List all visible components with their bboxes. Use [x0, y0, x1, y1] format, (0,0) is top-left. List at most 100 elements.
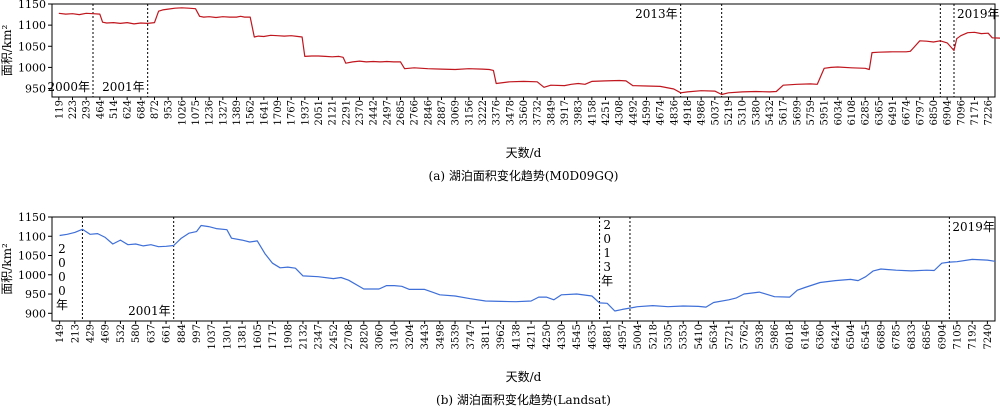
x-tick-label: 1767 — [287, 100, 298, 125]
x-tick-label: 4158 — [587, 100, 598, 125]
x-tick-label: 514 — [109, 100, 120, 119]
x-tick-label: 2497 — [382, 100, 393, 125]
x-tick-label: 469 — [101, 324, 112, 343]
x-tick-label: 1327 — [218, 100, 229, 125]
y-tick-label: 1150 — [18, 0, 46, 11]
x-axis-title: 天数/d — [506, 369, 542, 384]
x-tick-label: 1562 — [246, 100, 257, 125]
x-tick-label: 6785 — [892, 324, 903, 349]
year-label: 2001年 — [128, 304, 171, 318]
x-tick-label: 872 — [150, 100, 161, 119]
x-tick-label: 7171 — [970, 100, 981, 125]
x-tick-label: 3498 — [435, 324, 446, 349]
x-tick-label: 3732 — [533, 100, 544, 125]
x-tick-label: 3140 — [390, 324, 401, 349]
x-tick-label: 2347 — [314, 324, 325, 349]
x-tick-label: 2766 — [410, 100, 421, 125]
y-tick-label: 950 — [25, 288, 46, 301]
x-tick-label: 1641 — [259, 100, 270, 125]
x-tick-label: 5353 — [679, 324, 690, 349]
x-tick-label: 1389 — [232, 100, 243, 125]
x-tick-label: 3539 — [451, 324, 462, 349]
vertical-year-char: 0 — [58, 270, 66, 284]
x-tick-label: 1236 — [205, 100, 216, 125]
x-tick-label: 6491 — [888, 100, 899, 125]
x-tick-label: 7105 — [952, 324, 963, 349]
x-tick-label: 6545 — [861, 324, 872, 349]
x-tick-label: 213 — [70, 324, 81, 343]
x-tick-label: 684 — [136, 100, 147, 119]
x-tick-label: 4492 — [628, 100, 639, 125]
x-tick-label: 6018 — [785, 324, 796, 349]
x-tick-label: 7096 — [956, 100, 967, 125]
x-tick-label: 5938 — [755, 324, 766, 349]
x-tick-label: 5617 — [779, 100, 790, 125]
chart-caption: (a) 湖泊面积变化趋势(M0D09GQ) — [429, 168, 619, 183]
x-tick-label: 4881 — [603, 324, 614, 349]
x-tick-label: 661 — [162, 324, 173, 343]
x-tick-label: 6856 — [922, 324, 933, 349]
x-tick-label: 5432 — [765, 100, 776, 125]
x-tick-label: 223 — [68, 100, 79, 119]
year-label: 2001年 — [102, 80, 145, 94]
x-tick-label: 4635 — [587, 324, 598, 349]
x-tick-label: 7226 — [984, 100, 995, 125]
vertical-year-char: 0 — [58, 256, 66, 270]
x-tick-label: 6689 — [876, 324, 887, 349]
x-tick-label: 3204 — [405, 324, 416, 349]
x-tick-label: 3443 — [420, 324, 431, 349]
x-tick-label: 1026 — [177, 100, 188, 125]
x-tick-label: 5219 — [724, 100, 735, 125]
x-tick-label: 5380 — [751, 100, 762, 125]
x-tick-label: 6797 — [915, 100, 926, 125]
x-tick-label: 2708 — [344, 324, 355, 349]
x-tick-label: 5721 — [724, 324, 735, 349]
vertical-year-char: 2 — [603, 218, 611, 232]
x-tick-label: 6504 — [846, 324, 857, 349]
x-tick-label: 4836 — [669, 100, 680, 125]
y-tick-label: 1100 — [18, 19, 46, 32]
y-axis-title: 面积/km² — [0, 243, 14, 295]
x-tick-label: 429 — [86, 324, 97, 343]
x-tick-label: 2685 — [396, 100, 407, 125]
x-tick-label: 3917 — [560, 100, 571, 125]
x-tick-label: 5762 — [740, 324, 751, 349]
vertical-year-char: 0 — [603, 232, 611, 246]
x-tick-label: 2846 — [423, 100, 434, 125]
x-tick-label: 4986 — [697, 100, 708, 125]
x-tick-label: 2132 — [298, 324, 309, 349]
x-tick-label: 3376 — [492, 100, 503, 125]
x-tick-label: 3060 — [375, 324, 386, 349]
year-label: 2019年 — [952, 220, 995, 234]
series-line-1-0 — [59, 224, 996, 312]
x-tick-label: 6904 — [937, 324, 948, 349]
x-tick-label: 1037 — [207, 324, 218, 349]
x-tick-label: 6904 — [943, 100, 954, 125]
x-tick-label: 2452 — [329, 324, 340, 349]
y-tick-label: 1050 — [18, 40, 46, 53]
plot-frame-0 — [51, 3, 996, 98]
x-tick-label: 6146 — [800, 324, 811, 349]
y-tick-label: 1050 — [18, 250, 46, 263]
x-tick-label: 1605 — [253, 324, 264, 349]
x-tick-label: 2051 — [314, 100, 325, 125]
x-tick-label: 4308 — [615, 100, 626, 125]
vertical-year-char: 年 — [56, 298, 68, 312]
x-tick-label: 2887 — [437, 100, 448, 125]
vertical-year-char: 2 — [58, 242, 66, 256]
x-tick-label: 3069 — [451, 100, 462, 125]
x-tick-label: 6365 — [874, 100, 885, 125]
x-tick-label: 5634 — [709, 324, 720, 349]
x-tick-label: 3156 — [464, 100, 475, 125]
x-tick-label: 4138 — [511, 324, 522, 349]
x-tick-label: 5004 — [633, 324, 644, 349]
x-tick-label: 6850 — [929, 100, 940, 125]
x-tick-label: 7240 — [983, 324, 994, 349]
x-tick-label: 5310 — [738, 100, 749, 125]
x-tick-label: 2370 — [355, 100, 366, 125]
x-tick-label: 7192 — [968, 324, 979, 349]
x-tick-label: 6108 — [847, 100, 858, 125]
x-tick-label: 1937 — [300, 100, 311, 125]
x-tick-label: 6360 — [816, 324, 827, 349]
